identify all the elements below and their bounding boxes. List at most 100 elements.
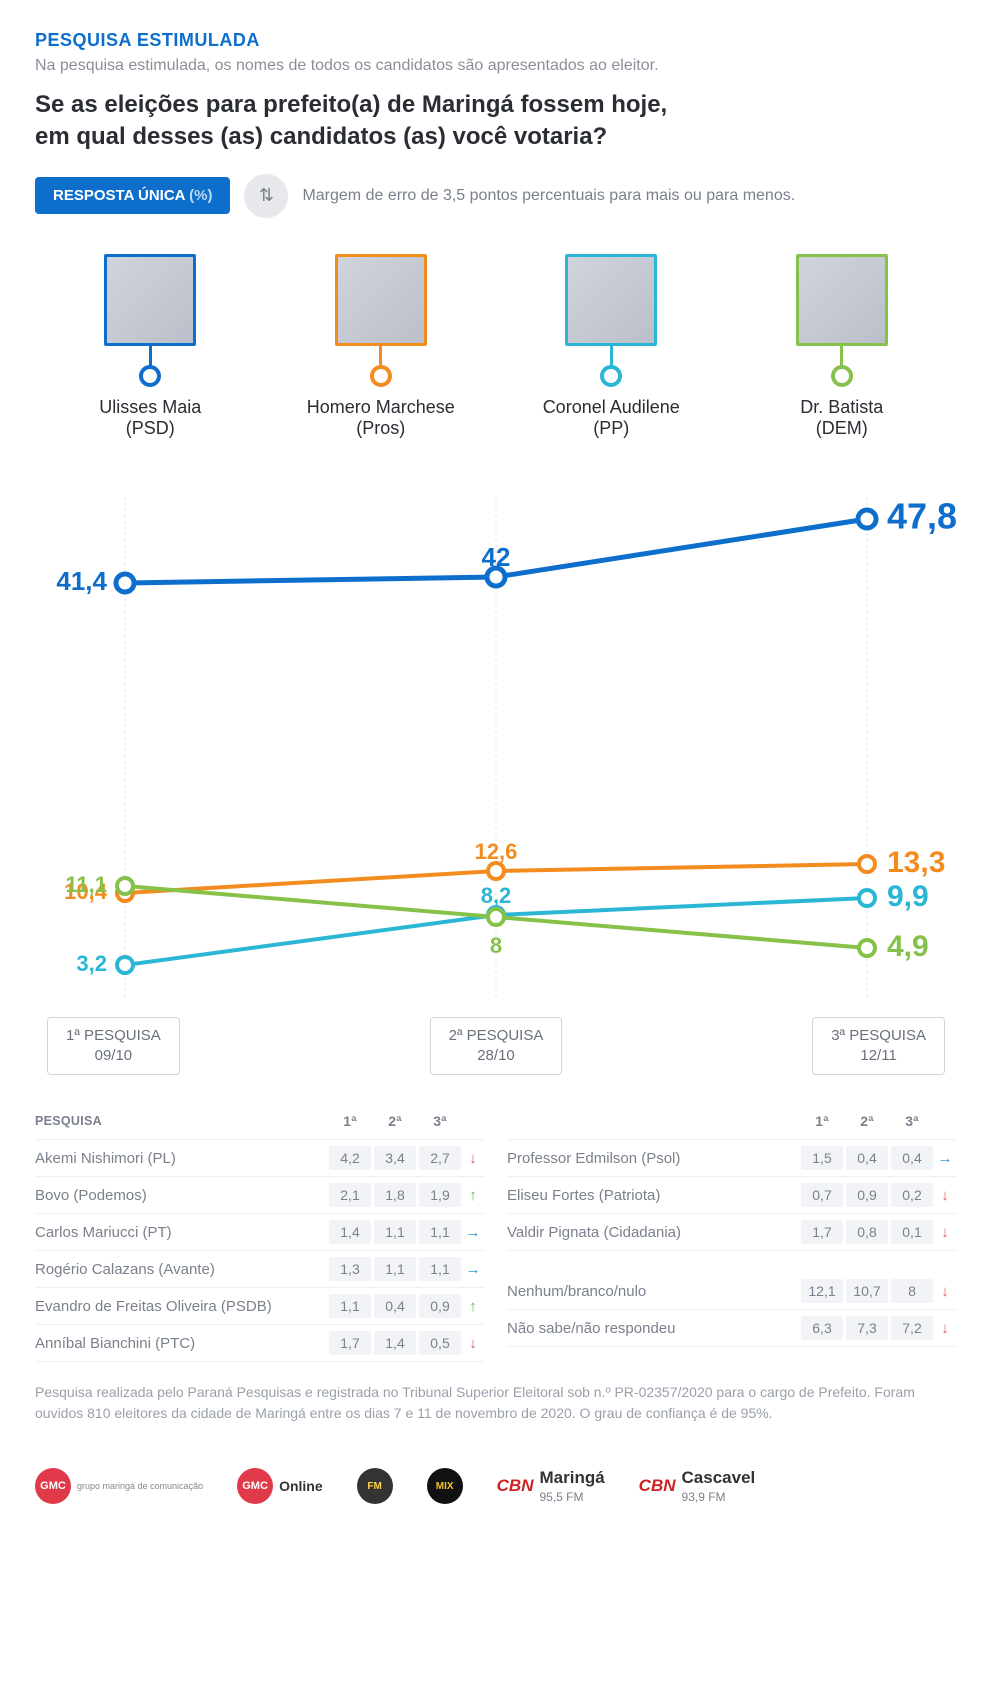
row-value: 1,4 xyxy=(329,1220,371,1244)
row-value: 1,3 xyxy=(329,1257,371,1281)
row-value: 0,4 xyxy=(374,1294,416,1318)
row-name: Rogério Calazans (Avante) xyxy=(35,1261,326,1278)
logo-row: GMC grupo maringá de comunicação GMC Onl… xyxy=(35,1450,957,1504)
svg-text:42: 42 xyxy=(482,542,511,572)
wave-label: 1ª PESQUISA09/10 xyxy=(47,1017,180,1076)
row-value: 1,7 xyxy=(801,1220,843,1244)
candidate: Coronel Audilene(PP) xyxy=(511,254,711,439)
question-line1: Se as eleições para prefeito(a) de Marin… xyxy=(35,91,667,118)
candidate-stem xyxy=(149,345,152,367)
gmc-online-text: Online xyxy=(279,1478,323,1494)
row-value: 1,1 xyxy=(419,1220,461,1244)
gmc-mark: GMC xyxy=(237,1468,273,1504)
candidate-ring-icon xyxy=(600,365,622,387)
table-header: 1ª2ª3ª xyxy=(507,1103,957,1140)
candidate: Homero Marchese(Pros) xyxy=(281,254,481,439)
trend-arrow-icon: ↓ xyxy=(933,1283,957,1300)
candidate-name: Homero Marchese xyxy=(307,397,455,418)
logo-mix: MIX xyxy=(427,1468,463,1504)
candidate-party: (DEM) xyxy=(816,418,868,439)
table-row: Carlos Mariucci (PT)1,41,11,1→ xyxy=(35,1214,485,1251)
trend-arrow-icon: ↓ xyxy=(461,1150,485,1167)
cbn-fm: 95,5 FM xyxy=(539,1490,583,1504)
candidate-row: Ulisses Maia(PSD)Homero Marchese(Pros)Co… xyxy=(35,254,957,439)
candidate: Ulisses Maia(PSD) xyxy=(50,254,250,439)
table-row: Anníbal Bianchini (PTC)1,71,40,5↓ xyxy=(35,1325,485,1362)
mix-mark: MIX xyxy=(427,1468,463,1504)
row-value: 12,1 xyxy=(801,1279,843,1303)
table-header: PESQUISA1ª2ª3ª xyxy=(35,1103,485,1140)
row-value: 0,9 xyxy=(846,1183,888,1207)
resposta-badge: RESPOSTA ÚNICA (%) xyxy=(35,177,230,214)
svg-text:47,8: 47,8 xyxy=(887,495,957,536)
row-value: 0,4 xyxy=(846,1146,888,1170)
trend-arrow-icon: → xyxy=(461,1224,485,1241)
candidate-party: (Pros) xyxy=(356,418,405,439)
line-chart: 41,44247,810,412,613,33,28,29,911,184,9 … xyxy=(35,467,957,1076)
resposta-label: RESPOSTA ÚNICA xyxy=(53,187,185,204)
cbn-city: Cascavel xyxy=(682,1468,756,1487)
row-value: 0,7 xyxy=(801,1183,843,1207)
table-row: Akemi Nishimori (PL)4,23,42,7↓ xyxy=(35,1140,485,1177)
row-value: 1,8 xyxy=(374,1183,416,1207)
candidate-stem xyxy=(379,345,382,367)
logo-gmc-online: GMC Online xyxy=(237,1468,323,1504)
row-name: Não sabe/não respondeu xyxy=(507,1320,798,1337)
candidate-party: (PSD) xyxy=(126,418,175,439)
row-value: 0,2 xyxy=(891,1183,933,1207)
trend-arrow-icon: → xyxy=(461,1261,485,1278)
candidate-name: Dr. Batista xyxy=(800,397,883,418)
logo-cbn-maringa: CBN Maringá 95,5 FM xyxy=(497,1468,605,1504)
table-row: Professor Edmilson (Psol)1,50,40,4→ xyxy=(507,1140,957,1177)
row-value: 7,3 xyxy=(846,1316,888,1340)
candidate-photo xyxy=(335,254,427,346)
row-value: 1,5 xyxy=(801,1146,843,1170)
row-name: Eliseu Fortes (Patriota) xyxy=(507,1187,798,1204)
row-name: Nenhum/branco/nulo xyxy=(507,1283,798,1300)
swap-arrows-icon: ⇅ xyxy=(244,174,288,218)
row-name: Carlos Mariucci (PT) xyxy=(35,1224,326,1241)
row-name: Professor Edmilson (Psol) xyxy=(507,1150,798,1167)
wave-label: 2ª PESQUISA28/10 xyxy=(430,1017,563,1076)
footnote: Pesquisa realizada pelo Paraná Pesquisas… xyxy=(35,1382,957,1424)
table-row: Valdir Pignata (Cidadania)1,70,80,1↓ xyxy=(507,1214,957,1251)
row-value: 0,5 xyxy=(419,1331,461,1355)
row-value: 0,4 xyxy=(891,1146,933,1170)
svg-text:8: 8 xyxy=(490,933,502,958)
table-row: Eliseu Fortes (Patriota)0,70,90,2↓ xyxy=(507,1177,957,1214)
candidate-party: (PP) xyxy=(593,418,629,439)
candidate-photo xyxy=(565,254,657,346)
trend-arrow-icon: → xyxy=(933,1150,957,1167)
wave-label: 3ª PESQUISA12/11 xyxy=(812,1017,945,1076)
logo-gmc-group: GMC grupo maringá de comunicação xyxy=(35,1468,203,1504)
candidate: Dr. Batista(DEM) xyxy=(742,254,942,439)
candidate-stem xyxy=(840,345,843,367)
row-value: 2,7 xyxy=(419,1146,461,1170)
row-name: Akemi Nishimori (PL) xyxy=(35,1150,326,1167)
logo-cbn-cascavel: CBN Cascavel 93,9 FM xyxy=(639,1468,756,1504)
maringa-fm-mark: FM xyxy=(357,1468,393,1504)
row-value: 7,2 xyxy=(891,1316,933,1340)
table-row: Não sabe/não respondeu6,37,37,2↓ xyxy=(507,1310,957,1347)
secondary-tables: PESQUISA1ª2ª3ªAkemi Nishimori (PL)4,23,4… xyxy=(35,1103,957,1362)
candidate-ring-icon xyxy=(139,365,161,387)
margin-of-error: Margem de erro de 3,5 pontos percentuais… xyxy=(302,187,957,205)
gmc-mark: GMC xyxy=(35,1468,71,1504)
table-row: Nenhum/branco/nulo12,110,78↓ xyxy=(507,1273,957,1310)
svg-text:8,2: 8,2 xyxy=(481,883,512,908)
candidate-ring-icon xyxy=(370,365,392,387)
trend-arrow-icon: ↓ xyxy=(933,1187,957,1204)
row-value: 0,8 xyxy=(846,1220,888,1244)
question: Se as eleições para prefeito(a) de Marin… xyxy=(35,89,957,154)
row-name: Anníbal Bianchini (PTC) xyxy=(35,1335,326,1352)
cbn-fm: 93,9 FM xyxy=(682,1490,726,1504)
cbn-city: Maringá xyxy=(539,1468,604,1487)
row-value: 3,4 xyxy=(374,1146,416,1170)
trend-arrow-icon: ↓ xyxy=(933,1224,957,1241)
row-value: 1,9 xyxy=(419,1183,461,1207)
candidate-name: Ulisses Maia xyxy=(99,397,201,418)
candidate-name: Coronel Audilene xyxy=(543,397,680,418)
trend-arrow-icon: ↓ xyxy=(461,1335,485,1352)
row-value: 4,2 xyxy=(329,1146,371,1170)
resposta-pct: (%) xyxy=(189,187,212,204)
